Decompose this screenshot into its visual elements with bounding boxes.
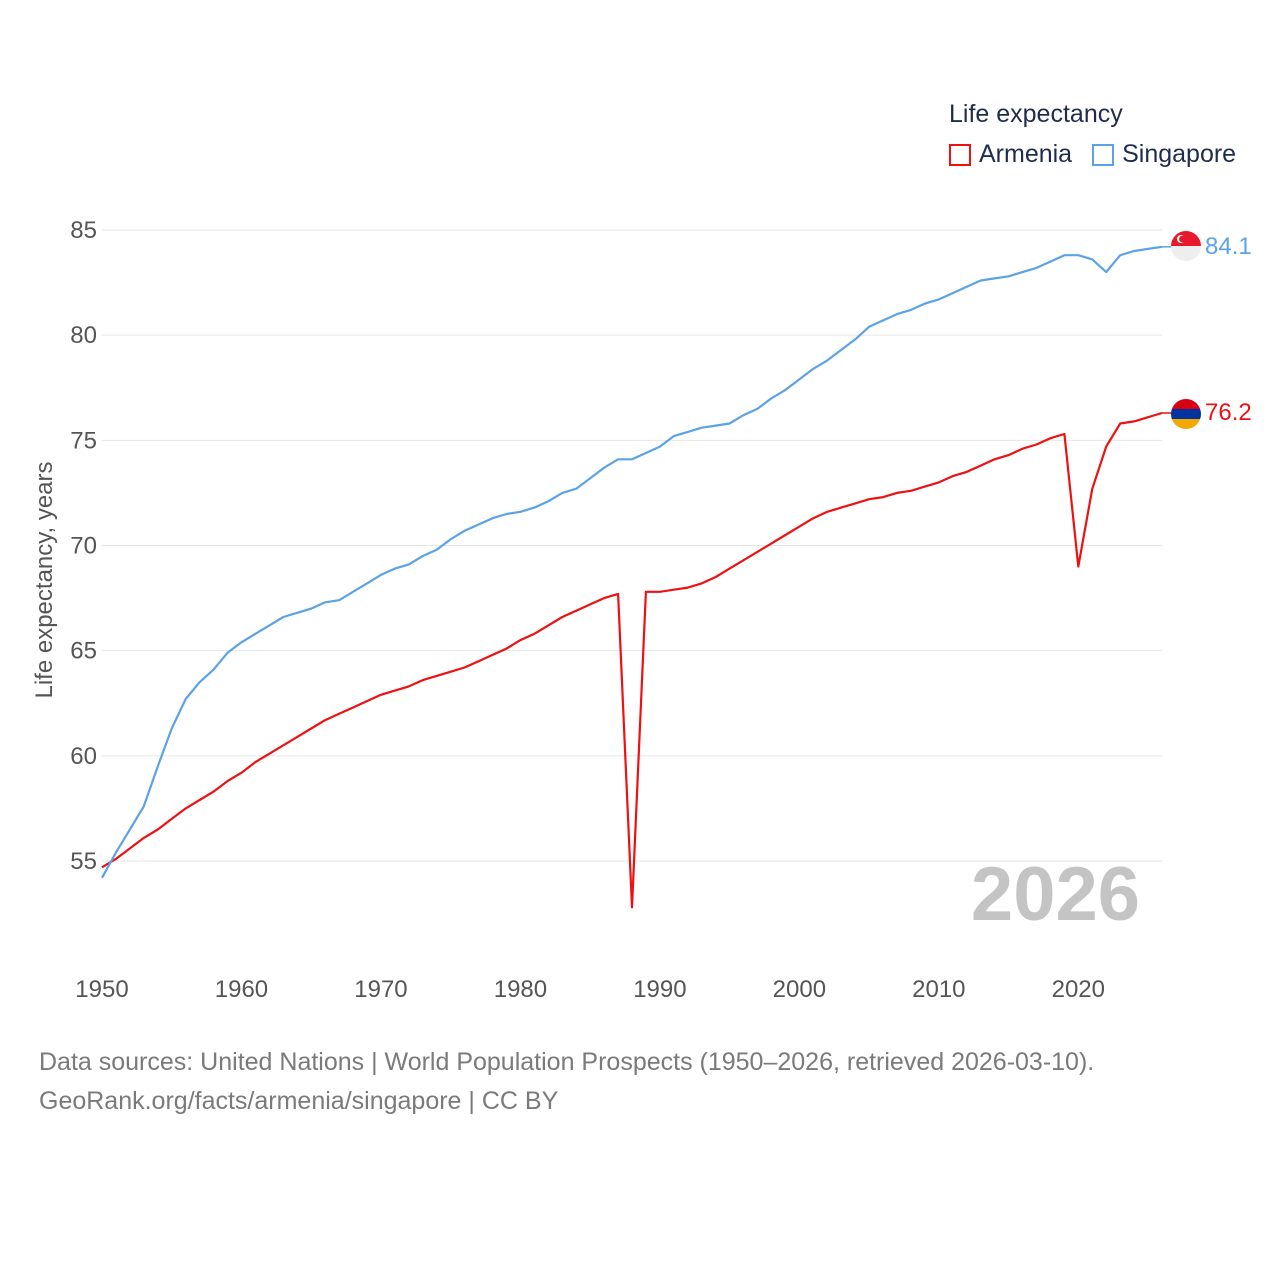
x-tick-label: 1960 — [215, 976, 268, 1003]
x-tick-label: 2010 — [912, 976, 965, 1003]
source-line-1: Data sources: United Nations | World Pop… — [39, 1048, 1095, 1076]
line-chart: 55 60 65 70 75 80 85 1950 1960 1970 1980 1990 2000 2… — [31, 217, 1252, 1003]
year-watermark: 2026 — [971, 852, 1140, 937]
legend-item-armenia[interactable]: Armenia — [949, 140, 1072, 169]
y-tick-label: 80 — [70, 322, 97, 349]
series-line-armenia[interactable] — [101, 411, 1163, 909]
legend-title: Life expectancy — [949, 100, 1123, 128]
source-note: Data sources: United Nations | World Pop… — [39, 1043, 1094, 1121]
y-tick-label: 55 — [70, 848, 97, 875]
legend-label-armenia: Armenia — [979, 140, 1073, 168]
singapore-end-label: 84.1 — [1205, 233, 1252, 260]
legend: Armenia Singapore — [949, 140, 1256, 169]
grid-lines — [102, 229, 1162, 862]
legend-swatch-singapore — [1092, 143, 1115, 166]
armenia-flag-icon — [1171, 399, 1201, 429]
y-tick-label: 85 — [70, 217, 97, 244]
x-tick-label: 1950 — [75, 976, 128, 1003]
series-line-singapore[interactable] — [101, 245, 1163, 879]
x-tick-label: 2000 — [773, 976, 826, 1003]
x-tick-label: 2020 — [1052, 976, 1105, 1003]
y-axis: 55 60 65 70 75 80 85 — [70, 217, 97, 875]
x-tick-label: 1990 — [633, 976, 686, 1003]
singapore-flag-icon — [1171, 231, 1201, 261]
legend-swatch-armenia — [949, 143, 971, 166]
y-axis-label: Life expectancy, years — [31, 461, 58, 698]
y-tick-label: 75 — [70, 427, 97, 454]
armenia-end-label: 76.2 — [1205, 399, 1252, 426]
source-line-2[interactable]: GeoRank.org/facts/armenia/singapore | CC… — [39, 1087, 559, 1115]
legend-item-singapore[interactable]: Singapore — [1092, 140, 1236, 169]
y-tick-label: 65 — [70, 638, 97, 665]
x-axis: 1950 1960 1970 1980 1990 2000 2010 2020 — [75, 976, 1105, 1003]
x-tick-label: 1970 — [354, 976, 407, 1003]
x-tick-label: 1980 — [494, 976, 547, 1003]
legend-label-singapore: Singapore — [1122, 140, 1237, 168]
y-tick-label: 70 — [70, 533, 97, 560]
y-tick-label: 60 — [70, 743, 97, 770]
